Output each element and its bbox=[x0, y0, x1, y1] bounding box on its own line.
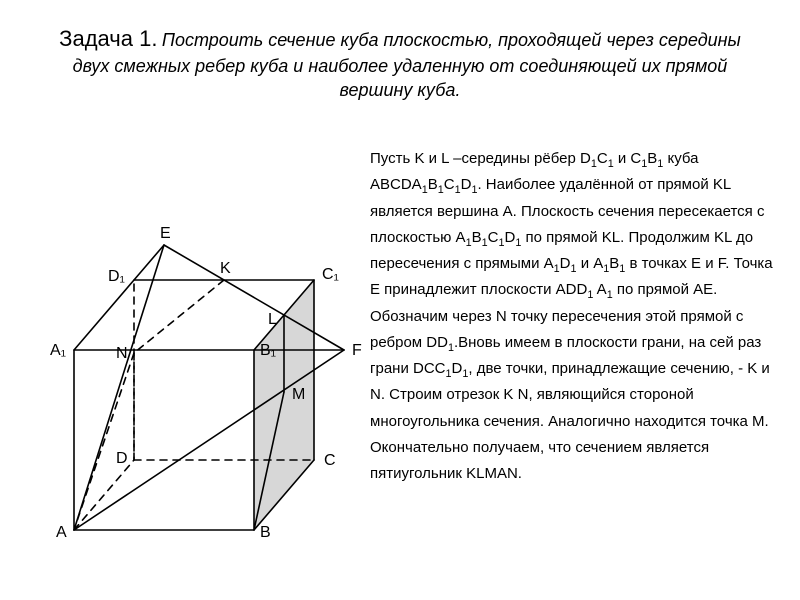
cube-diagram: A B C D A₁ B₁ C₁ D₁ K L E F N M bbox=[24, 130, 364, 570]
vertex-label-e: E bbox=[160, 225, 171, 243]
vertex-label-n: N bbox=[116, 345, 128, 363]
vertex-label-c: C bbox=[324, 452, 336, 470]
title-rest: Построить сечение куба плоскостью, прохо… bbox=[73, 30, 741, 100]
vertex-label-d1: D₁ bbox=[108, 268, 125, 286]
explanation-text: Пусть K и L –середины рёбер D1C1 и C1B1 … bbox=[370, 146, 775, 487]
vertex-label-k: K bbox=[220, 260, 231, 278]
vertex-label-d: D bbox=[116, 450, 128, 468]
vertex-label-a: A bbox=[56, 524, 67, 542]
vertex-label-b1: B₁ bbox=[260, 342, 276, 360]
vertex-label-l: L bbox=[268, 311, 277, 329]
problem-title: Задача 1. Построить сечение куба плоскос… bbox=[40, 24, 760, 103]
vertex-label-a1: A₁ bbox=[50, 342, 66, 360]
vertex-label-c1: C₁ bbox=[322, 266, 339, 284]
vertex-label-f: F bbox=[352, 342, 362, 360]
vertex-label-m: M bbox=[292, 386, 305, 404]
title-lead: Задача 1. bbox=[59, 26, 157, 51]
vertex-label-b: B bbox=[260, 524, 271, 542]
